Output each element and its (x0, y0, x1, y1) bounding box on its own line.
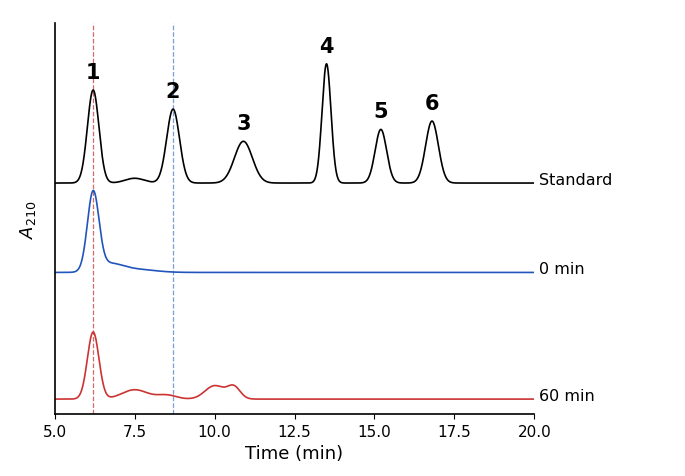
Text: 6: 6 (425, 94, 439, 114)
Text: 5: 5 (373, 102, 388, 122)
Text: 3: 3 (236, 114, 251, 134)
Text: 0 min: 0 min (539, 262, 585, 277)
Text: 2: 2 (166, 82, 180, 102)
Text: 4: 4 (319, 37, 334, 57)
Text: 1: 1 (86, 63, 101, 83)
X-axis label: Time (min): Time (min) (245, 444, 344, 462)
Text: 60 min: 60 min (539, 388, 595, 403)
Text: Standard: Standard (539, 172, 612, 188)
Text: $A_{210}$: $A_{210}$ (18, 200, 38, 238)
